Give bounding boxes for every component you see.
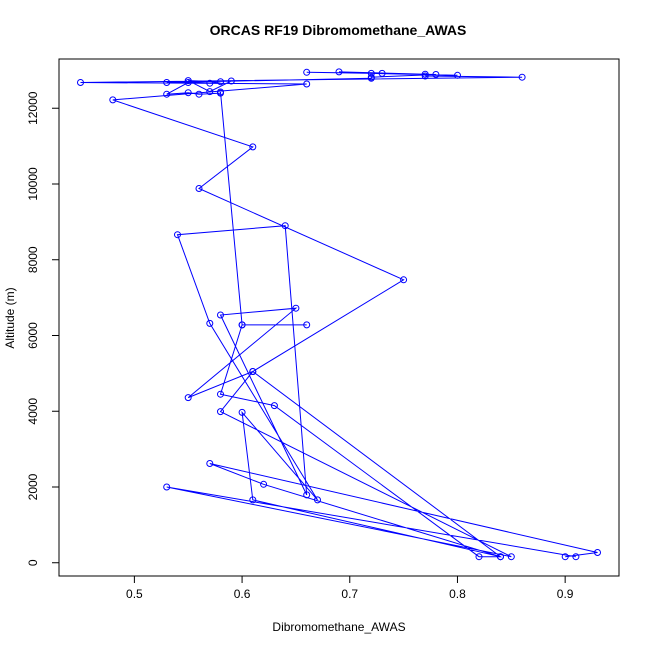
data-point [400, 276, 408, 284]
data-point [217, 78, 224, 86]
data-point [281, 222, 289, 230]
data-point [561, 553, 569, 561]
data-point [163, 79, 171, 86]
data-point [475, 553, 483, 561]
data-point [238, 321, 246, 329]
data-point [367, 69, 375, 77]
y-tick-label: 2000 [26, 473, 40, 500]
data-point [270, 402, 278, 410]
data-point [238, 408, 246, 416]
y-tick-label: 8000 [26, 246, 40, 273]
data-point [195, 90, 203, 98]
data-point [594, 549, 601, 556]
data-point [249, 368, 257, 375]
chart-title: ORCAS RF19 Dibromomethane_AWAS [210, 22, 467, 38]
x-tick-label: 0.6 [234, 587, 251, 601]
data-point [421, 70, 429, 78]
plot-area [77, 68, 601, 561]
data-point [572, 553, 580, 561]
y-axis-label: Altitude (m) [3, 287, 17, 348]
y-tick-label: 10000 [26, 167, 40, 201]
x-tick-label: 0.8 [449, 587, 466, 601]
data-point [77, 79, 84, 86]
y-tick-label: 4000 [26, 398, 40, 425]
data-point [206, 319, 214, 327]
data-point [454, 71, 461, 79]
data-point [292, 304, 300, 312]
y-axis: 0 2000 4000 6000 8000 10000 12000 [26, 91, 60, 566]
x-axis: 0.5 0.6 0.7 0.8 0.9 [126, 575, 574, 601]
data-point [249, 496, 257, 504]
y-tick-label: 6000 [26, 322, 40, 349]
data-point [184, 77, 192, 85]
data-point [217, 311, 224, 319]
data-point [314, 496, 321, 504]
data-point [378, 69, 386, 77]
x-tick-label: 0.5 [126, 587, 143, 601]
data-point [217, 390, 224, 398]
data-point [206, 460, 214, 467]
data-point [303, 68, 311, 76]
data-point [227, 77, 235, 85]
data-point [217, 88, 224, 96]
y-tick-label: 12000 [26, 91, 40, 125]
x-axis-label: Dibromomethane_AWAS [272, 620, 405, 634]
data-point [260, 480, 268, 488]
series-line [80, 71, 598, 558]
data-point [195, 185, 203, 192]
data-point [184, 89, 192, 97]
data-point [206, 79, 214, 87]
data-point [335, 68, 343, 76]
data-point [303, 80, 311, 88]
data-point [507, 553, 515, 561]
data-point [174, 231, 181, 239]
data-point [303, 321, 311, 329]
data-point [367, 74, 375, 82]
y-tick-label: 0 [26, 559, 40, 566]
data-point [217, 408, 224, 416]
data-point [497, 553, 504, 561]
data-point [163, 90, 171, 98]
data-point [518, 73, 526, 81]
data-point [109, 96, 117, 104]
x-tick-label: 0.7 [341, 587, 358, 601]
data-point [432, 71, 440, 78]
data-point [249, 143, 257, 151]
data-point [303, 491, 311, 499]
data-point [206, 88, 214, 96]
x-tick-label: 0.9 [557, 587, 574, 601]
data-point [184, 394, 192, 402]
data-point [184, 79, 192, 86]
data-point [163, 483, 171, 491]
